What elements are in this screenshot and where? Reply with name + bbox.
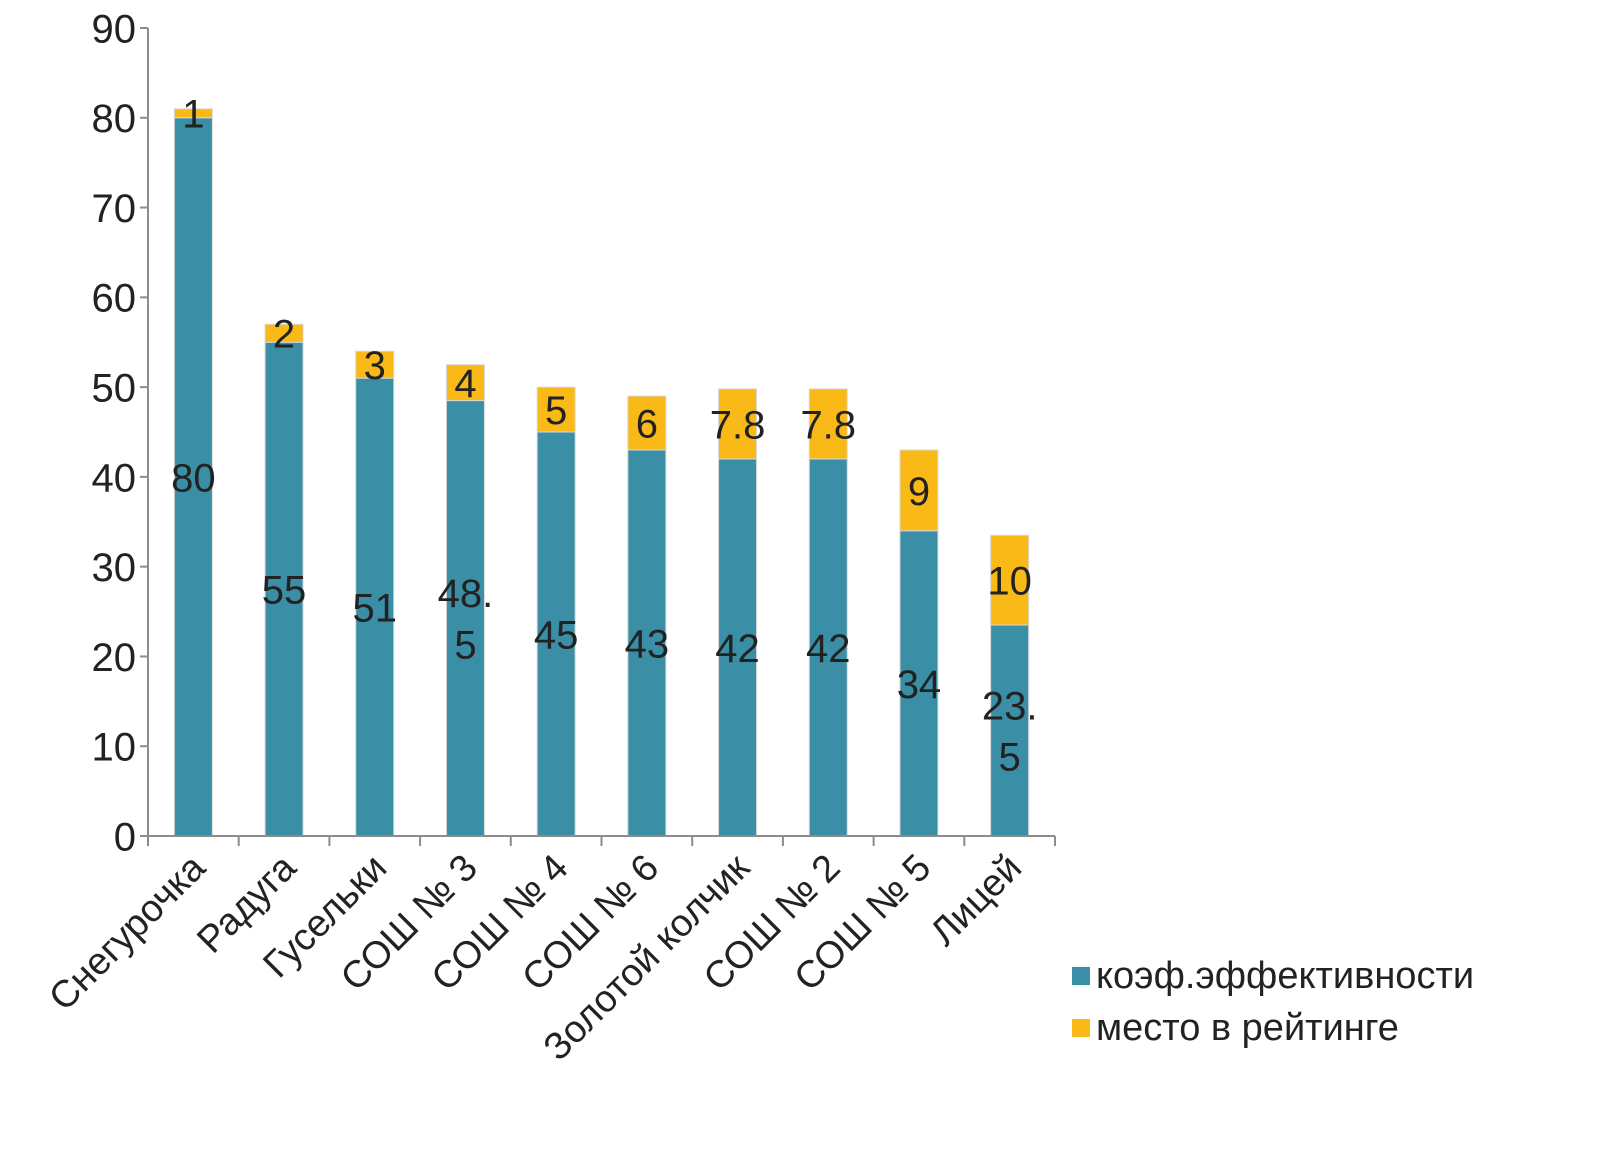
data-label-efficiency: 42 <box>806 627 851 671</box>
legend-item-rank: место в рейтинге <box>1072 1002 1474 1054</box>
chart-legend: коэф.эффективности место в рейтинге <box>1072 950 1474 1054</box>
bars-layer <box>173 108 1030 837</box>
y-tick-label: 60 <box>92 277 137 321</box>
data-label-efficiency: 48. <box>438 572 494 616</box>
bar-rank-8 <box>808 388 848 460</box>
data-label-efficiency: 80 <box>171 456 216 500</box>
data-label-efficiency: 5 <box>454 623 476 667</box>
legend-item-efficiency: коэф.эффективности <box>1072 950 1474 1002</box>
y-tick-label: 50 <box>92 367 137 411</box>
y-tick-label: 70 <box>92 187 137 231</box>
legend-swatch-efficiency <box>1072 967 1090 985</box>
x-category-label: Лицей <box>923 847 1030 954</box>
data-label-rank: 3 <box>364 344 386 388</box>
bar-efficiency-9 <box>899 530 939 837</box>
data-label-rank: 5 <box>545 389 567 433</box>
data-label-rank: 2 <box>273 313 295 357</box>
data-label-efficiency: 42 <box>715 627 760 671</box>
legend-label-efficiency: коэф.эффективности <box>1096 955 1475 997</box>
data-label-efficiency: 43 <box>625 622 670 666</box>
y-tick-label: 40 <box>92 456 137 500</box>
y-tick-label: 80 <box>92 97 137 141</box>
bar-efficiency-8 <box>808 458 848 837</box>
data-label-rank: 1 <box>182 93 204 137</box>
data-label-rank: 4 <box>454 362 476 406</box>
y-tick-label: 90 <box>92 7 137 51</box>
bar-rank-1 <box>173 108 213 119</box>
data-label-rank: 10 <box>987 560 1032 604</box>
bar-rank-3 <box>355 350 395 379</box>
y-tick-label: 30 <box>92 546 137 590</box>
bar-rank-2 <box>264 323 304 343</box>
bar-efficiency-6 <box>627 449 667 837</box>
bar-rank-10 <box>990 534 1030 626</box>
data-label-efficiency: 45 <box>534 613 579 657</box>
data-label-rank: 6 <box>636 402 658 446</box>
bar-rank-5 <box>536 386 576 433</box>
bar-rank-7 <box>718 388 758 460</box>
data-label-efficiency: 5 <box>999 736 1021 780</box>
data-label-rank: 9 <box>908 470 930 514</box>
data-label-efficiency: 55 <box>262 569 307 613</box>
bar-efficiency-7 <box>718 458 758 837</box>
data-label-efficiency: 23. <box>982 684 1038 728</box>
bar-rank-9 <box>899 449 939 532</box>
legend-swatch-rank <box>1072 1019 1090 1037</box>
x-category-label: Снегурочка <box>41 846 214 1019</box>
bar-efficiency-10 <box>990 624 1030 837</box>
bar-rank-6 <box>627 395 667 451</box>
bar-efficiency-5 <box>536 431 576 837</box>
y-tick-label: 20 <box>92 636 137 680</box>
data-labels-layer: 80 1 55 2 51 3 48. 5 4 45 5 43 6 42 7.8 42 7.8 34 9 23. 5 10 <box>171 93 1037 780</box>
data-label-rank: 7.8 <box>800 403 856 447</box>
data-label-efficiency: 51 <box>353 586 398 630</box>
data-label-efficiency: 34 <box>897 663 942 707</box>
y-tick-label: 10 <box>92 726 137 770</box>
bar-efficiency-1 <box>173 117 213 837</box>
y-tick-label: 0 <box>114 815 136 859</box>
bar-efficiency-4 <box>445 400 485 837</box>
legend-label-rank: место в рейтинге <box>1096 1007 1399 1049</box>
bar-rank-4 <box>445 364 485 402</box>
data-label-rank: 7.8 <box>710 403 766 447</box>
